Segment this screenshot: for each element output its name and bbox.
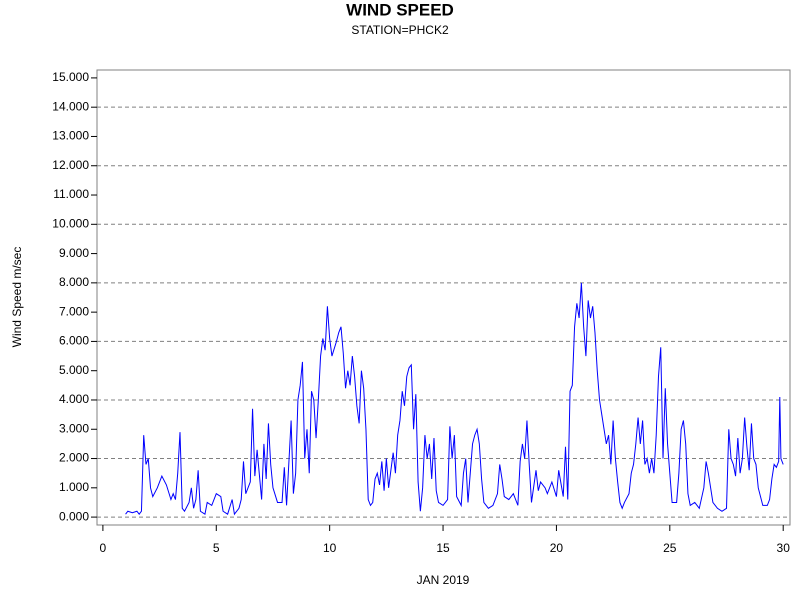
y-tick-label: 2.000 xyxy=(59,451,89,465)
x-tick-label: 10 xyxy=(323,541,337,555)
data-line xyxy=(125,282,784,516)
y-tick-label: 5.000 xyxy=(59,363,89,377)
y-tick-label: 3.000 xyxy=(59,421,89,435)
y-tick-label: 0.000 xyxy=(59,509,89,523)
x-tick-label: 5 xyxy=(213,541,220,555)
chart-title: WIND SPEED xyxy=(346,0,454,19)
y-tick-label: 12.000 xyxy=(52,158,89,172)
y-tick-label: 9.000 xyxy=(59,246,89,260)
y-tick-label: 14.000 xyxy=(52,99,89,113)
x-tick-label: 20 xyxy=(550,541,564,555)
y-tick-label: 13.000 xyxy=(52,129,89,143)
y-tick-label: 15.000 xyxy=(52,70,89,84)
y-tick-label: 10.000 xyxy=(52,216,89,230)
x-tick-label: 25 xyxy=(663,541,677,555)
x-tick-label: 15 xyxy=(436,541,450,555)
y-tick-label: 6.000 xyxy=(59,334,89,348)
y-tick-label: 4.000 xyxy=(59,392,89,406)
y-tick-label: 8.000 xyxy=(59,275,89,289)
y-tick-label: 7.000 xyxy=(59,304,89,318)
x-axis-label: JAN 2019 xyxy=(417,573,470,587)
y-axis-label: Wind Speed m/sec xyxy=(10,247,24,348)
x-tick-label: 0 xyxy=(100,541,107,555)
y-tick-label: 11.000 xyxy=(53,187,89,201)
x-tick-label: 30 xyxy=(777,541,791,555)
chart-subtitle: STATION=PHCK2 xyxy=(351,23,449,37)
y-tick-label: 1.000 xyxy=(59,480,89,494)
